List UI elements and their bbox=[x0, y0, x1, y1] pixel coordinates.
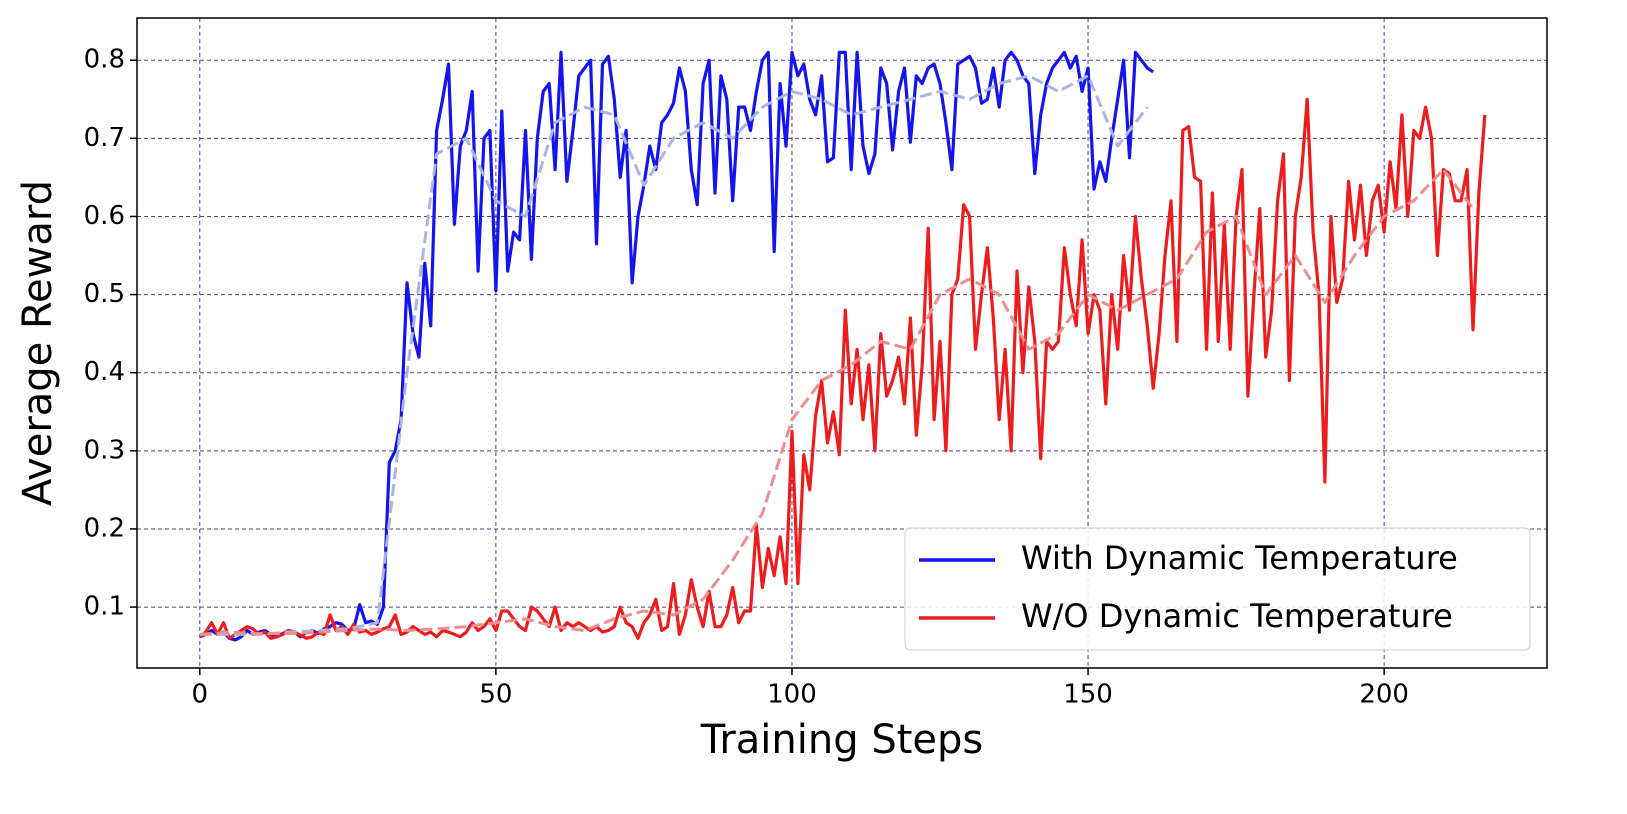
plot-frame bbox=[136, 17, 1548, 669]
x-tick-label: 150 bbox=[1063, 680, 1113, 710]
line bbox=[199, 50, 1155, 642]
y-tick-label: 0.3 bbox=[84, 435, 125, 465]
y-tick-label: 0.5 bbox=[84, 279, 125, 309]
legend-box bbox=[904, 527, 1531, 651]
y-axis-label: Average Reward bbox=[15, 180, 61, 506]
y-tick-label: 0.2 bbox=[84, 513, 125, 543]
y-tick-label: 0.7 bbox=[84, 123, 125, 153]
y-tick-label: 0.8 bbox=[84, 45, 125, 75]
y-tick-label: 0.1 bbox=[84, 592, 125, 622]
x-tick-label: 200 bbox=[1359, 680, 1409, 710]
smoothed-line bbox=[199, 74, 1149, 636]
x-tick-label: 50 bbox=[479, 680, 512, 710]
legend-label: With Dynamic Temperature bbox=[1021, 539, 1458, 577]
legend: With Dynamic Temperature W/O Dynamic Temp… bbox=[904, 527, 1531, 651]
line bbox=[198, 97, 1487, 640]
x-axis-label: Training Steps bbox=[700, 717, 983, 763]
x-tick-label: 0 bbox=[191, 680, 208, 710]
x-tick-label: 100 bbox=[767, 680, 817, 710]
legend-label: W/O Dynamic Temperature bbox=[1021, 597, 1453, 635]
y-tick-label: 0.4 bbox=[84, 357, 125, 387]
y-tick-label: 0.6 bbox=[84, 201, 125, 231]
smoothed-line bbox=[199, 168, 1475, 636]
